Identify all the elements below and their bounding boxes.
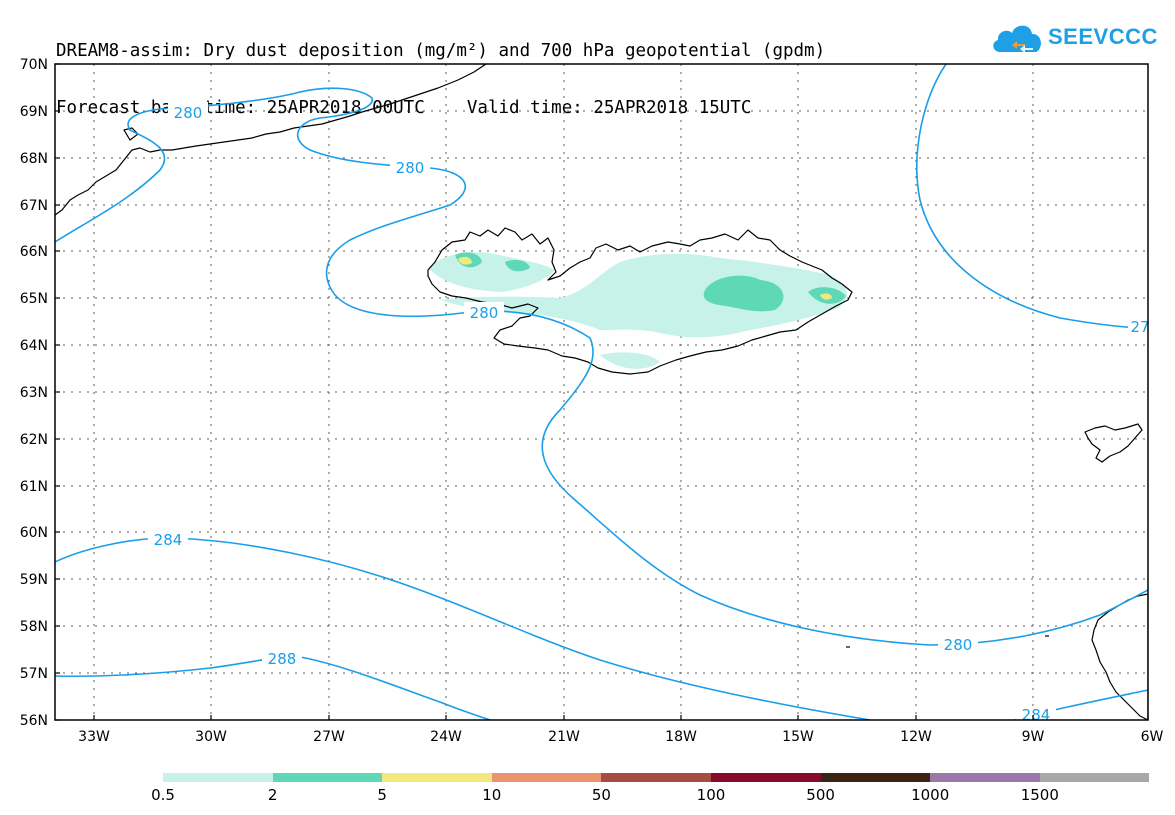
colorbar-segment [491,773,602,782]
lat-label: 60N [20,525,48,541]
colorbar-segment [820,773,931,782]
contour-label: 280 [470,304,499,322]
lat-label: 68N [20,151,48,167]
lon-label: 12W [900,729,932,745]
colorbar-label: 5 [377,786,387,804]
contour-label: 280 [174,104,203,122]
lon-label: 21W [548,729,580,745]
lon-label: 27W [313,729,345,745]
colorbar-label: 2 [267,786,278,804]
lat-label: 69N [20,104,48,120]
dust-deposition-shading [428,252,848,369]
contour-label: 280 [396,159,425,177]
contour-label: 284 [1022,706,1051,724]
lon-label: 24W [430,729,462,745]
colorbar [163,773,1150,782]
contour-label: 280 [944,636,973,654]
lat-label: 67N [20,198,48,214]
contour-label: 284 [154,531,183,549]
greenland-coast [55,64,487,216]
gridlines [55,64,1148,720]
lon-label: 6W [1141,729,1164,745]
longitude-labels: 33W 30W 27W 24W 21W 18W 15W 12W 9W 6W [78,729,1163,745]
lat-label: 58N [20,619,48,635]
colorbar-label: 50 [591,786,611,804]
contour-label: 288 [268,650,297,668]
colorbar-label: 0.5 [151,786,175,804]
title-line-2: Forecast base time: 25APR2018 00UTC Vali… [56,98,752,118]
lon-label: 9W [1022,729,1045,745]
latitude-labels: 70N 69N 68N 67N 66N 65N 64N 63N 62N 61N … [20,57,48,729]
lat-label: 56N [20,713,48,729]
lat-label: 59N [20,572,48,588]
colorbar-segment [272,773,383,782]
lat-label: 61N [20,479,48,495]
lat-label: 57N [20,666,48,682]
lat-label: 62N [20,432,48,448]
seevccc-logo: SEEVCCC [990,18,1157,58]
colorbar-segment [1039,773,1150,782]
lat-label: 64N [20,338,48,354]
axis-ticks [55,63,1149,721]
colorbar-segment [382,773,492,782]
lon-label: 30W [195,729,227,745]
iceland-coast [427,227,853,375]
colorbar-segment [163,773,273,782]
colorbar-label: 1000 [911,786,950,804]
colorbar-label: 500 [806,786,835,804]
lon-label: 33W [78,729,110,745]
contour-labels: 280 280 280 27 280 284 288 284 [148,102,1149,724]
lon-label: 15W [782,729,814,745]
contour-label: 27 [1130,318,1149,336]
lat-label: 66N [20,244,48,260]
map-title: DREAM8-assim: Dry dust deposition (mg/m²… [56,4,825,137]
colorbar-segment [710,773,821,782]
lat-label: 65N [20,291,48,307]
colorbar-segment [930,773,1040,782]
title-line-1: DREAM8-assim: Dry dust deposition (mg/m²… [56,41,826,61]
colorbar-segment [601,773,711,782]
lat-label: 70N [20,57,48,73]
colorbar-label: 10 [482,786,502,804]
lon-label: 18W [665,729,697,745]
cloud-icon [993,25,1041,53]
logo-text: SEEVCCC [1048,24,1158,49]
lat-label: 63N [20,385,48,401]
colorbar-label: 1500 [1020,786,1059,804]
colorbar-label: 100 [696,786,726,804]
